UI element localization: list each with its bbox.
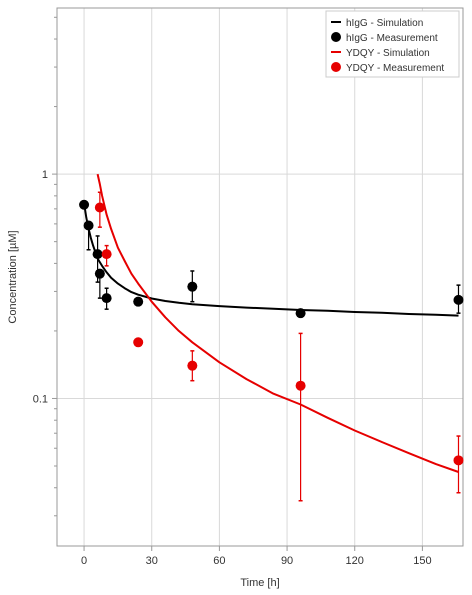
y-axis-label: Concentration [µM]	[7, 230, 19, 323]
data-point	[84, 221, 94, 231]
legend-marker-swatch	[331, 32, 341, 42]
data-point	[102, 249, 112, 259]
data-point	[95, 202, 105, 212]
legend-label: YDQY - Measurement	[346, 63, 444, 74]
data-point	[453, 295, 463, 305]
x-tick-label: 60	[213, 555, 225, 567]
x-tick-label: 90	[281, 555, 293, 567]
legend-label: hIgG - Measurement	[346, 33, 438, 44]
data-point	[93, 249, 103, 259]
data-point	[95, 269, 105, 279]
data-point	[133, 337, 143, 347]
x-tick-label: 120	[346, 555, 364, 567]
data-point	[102, 293, 112, 303]
data-point	[296, 381, 306, 391]
data-point	[453, 455, 463, 465]
y-tick-label: 1	[42, 169, 48, 181]
x-tick-label: 0	[81, 555, 87, 567]
data-point	[187, 361, 197, 371]
legend-label: YDQY - Simulation	[346, 48, 430, 59]
y-tick-label: 0.1	[33, 393, 48, 405]
legend-marker-swatch	[331, 62, 341, 72]
data-point	[187, 282, 197, 292]
x-axis-label: Time [h]	[240, 577, 279, 589]
x-tick-label: 30	[146, 555, 158, 567]
data-point	[79, 200, 89, 210]
legend: hIgG - Simulation hIgG - Measurement YDQY …	[326, 11, 459, 77]
data-point	[296, 308, 306, 318]
x-tick-label: 150	[413, 555, 431, 567]
data-point	[133, 297, 143, 307]
legend-label: hIgG - Simulation	[346, 18, 423, 29]
